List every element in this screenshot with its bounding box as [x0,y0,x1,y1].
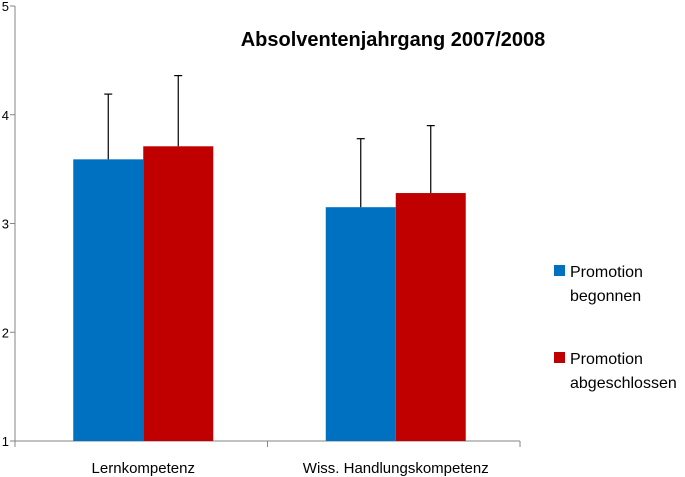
legend-label: Promotion [570,351,643,368]
legend-swatch [554,265,565,276]
axes: 1 2 3 4 5 Lernkompetenz Wiss. Handlungskompete… [2,0,521,477]
bar [73,159,144,441]
legend-label: abgeschlossen [570,375,677,392]
bar [395,193,466,441]
legend-swatch [554,352,565,363]
bar [143,146,214,441]
y-tick-label: 4 [2,108,9,123]
error-bars [104,74,435,208]
chart-title: Absolventenjahrgang 2007/2008 [241,29,546,51]
y-tick-label: 2 [2,325,9,340]
legend-label: begonnen [570,288,641,305]
bar [325,207,396,441]
bars [73,146,466,441]
legend-label: Promotion [570,264,643,281]
legend: Promotion begonnen Promotion abgeschlossen [554,264,677,392]
x-tick-label: Wiss. Handlungskompetenz [303,460,489,477]
y-tick-label: 5 [2,0,9,14]
x-tick-label: Lernkompetenz [92,460,195,477]
y-tick-label: 1 [2,434,9,449]
y-tick-label: 3 [2,217,9,232]
